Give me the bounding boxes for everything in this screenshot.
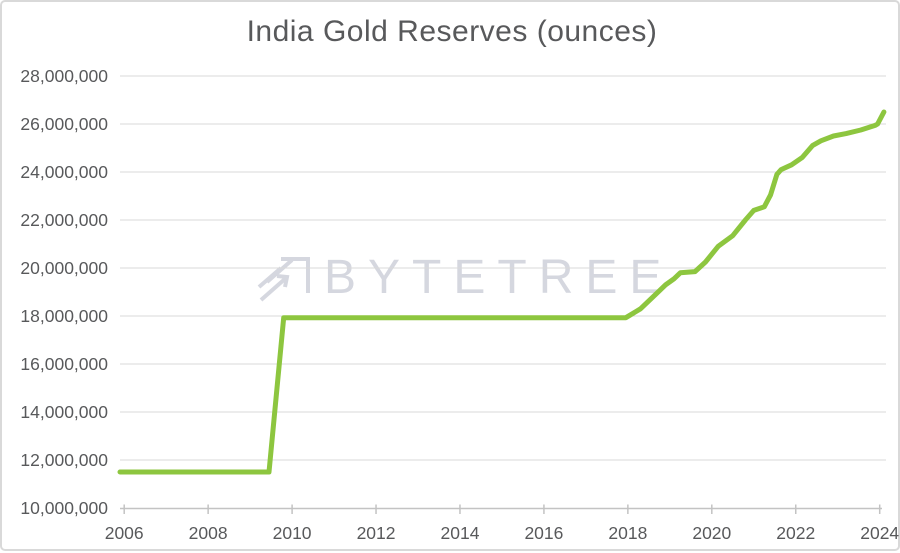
y-tick-label: 20,000,000 <box>20 258 108 278</box>
x-tick-label: 2006 <box>105 523 144 543</box>
x-tick-label: 2010 <box>273 523 312 543</box>
y-tick-label: 22,000,000 <box>20 210 108 230</box>
series-line <box>117 109 887 475</box>
chart-title: India Gold Reserves (ounces) <box>246 15 658 48</box>
x-tick-label: 2018 <box>608 523 647 543</box>
y-tick-label: 16,000,000 <box>20 354 108 374</box>
watermark-brand-text: BYTETREE <box>324 251 673 304</box>
x-tick-label: 2022 <box>776 523 815 543</box>
y-tick-label: 18,000,000 <box>20 306 108 326</box>
bytetree-arrow-logo-icon <box>257 257 310 302</box>
x-tick-label: 2012 <box>357 523 396 543</box>
y-tick-label: 14,000,000 <box>20 402 108 422</box>
x-tick-label: 2020 <box>692 523 731 543</box>
x-tick-label: 2024 <box>860 523 899 543</box>
x-tick-label: 2014 <box>441 523 480 543</box>
y-tick-label: 12,000,000 <box>20 450 108 470</box>
x-tick-label: 2016 <box>524 523 563 543</box>
x-tick-label: 2008 <box>189 523 228 543</box>
y-tick-label: 10,000,000 <box>20 498 108 518</box>
y-tick-label: 28,000,000 <box>20 66 108 86</box>
y-tick-label: 24,000,000 <box>20 162 108 182</box>
y-tick-label: 26,000,000 <box>20 114 108 134</box>
